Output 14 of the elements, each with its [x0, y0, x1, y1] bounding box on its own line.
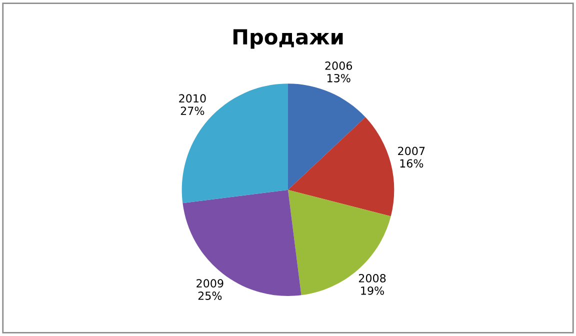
pie-slice [288, 190, 391, 296]
slice-label: 2010 [179, 94, 206, 103]
pie-slice [288, 117, 394, 216]
pie-slice [288, 84, 366, 190]
data-label: 13% [327, 74, 350, 82]
slice-label: 2006 [325, 62, 352, 70]
chart-title: Продажи [233, 29, 343, 49]
slice-label: 2008 [358, 274, 386, 282]
data-label: 27% [180, 106, 204, 116]
slice-label: 2007 [398, 146, 425, 156]
data-label: 16% [400, 159, 424, 168]
slice-label: 2009 [196, 279, 224, 288]
data-label: 25% [198, 292, 222, 300]
data-label: 19% [361, 286, 384, 295]
